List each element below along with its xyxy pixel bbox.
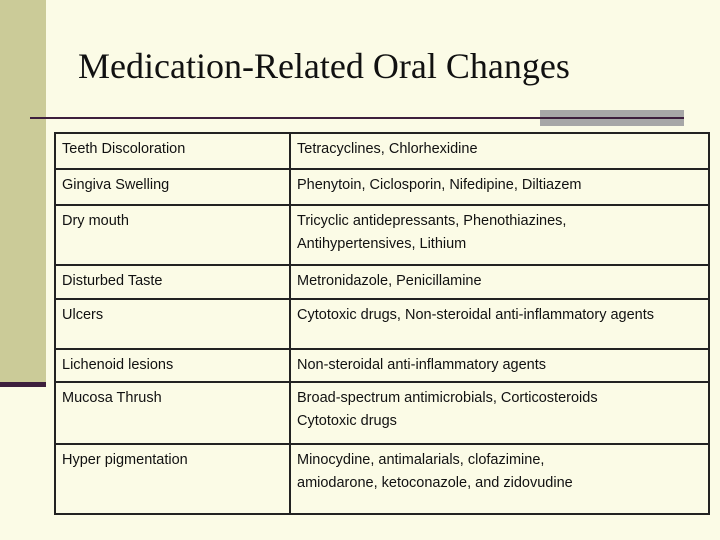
drugs-cell: Tricyclic antidepressants, Phenothiazine… [289,204,710,266]
condition-cell: Ulcers [54,298,291,350]
drugs-line: Minocydine, antimalarials, clofazimine, [297,452,545,468]
condition-text: Dry mouth [62,213,129,229]
left-bar-accent-line [0,382,46,387]
slide-title: Medication-Related Oral Changes [78,46,570,86]
table-row: Dry mouth Tricyclic antidepressants, Phe… [54,204,710,266]
condition-text: Gingiva Swelling [62,177,170,193]
drugs-cell: Non-steroidal anti-inflammatory agents [289,348,710,383]
condition-text: Lichenoid lesions [62,357,174,373]
drugs-line: Broad-spectrum antimicrobials, Corticost… [297,390,598,406]
drugs-cell: Phenytoin, Ciclosporin, Nifedipine, Dilt… [289,168,710,206]
drugs-line: Cytotoxic drugs [297,413,397,429]
condition-cell: Gingiva Swelling [54,168,291,206]
title-rule [30,117,684,119]
condition-text: Ulcers [62,307,104,323]
drugs-cell: Minocydine, antimalarials, clofazimine, a… [289,443,710,515]
drugs-line: Cytotoxic drugs, Non-steroidal anti-infl… [297,307,655,323]
drugs-cell: Cytotoxic drugs, Non-steroidal anti-infl… [289,298,710,350]
drugs-cell: Metronidazole, Penicillamine [289,264,710,300]
drugs-line: amiodarone, ketoconazole, and zidovudine [297,475,573,491]
drugs-line: Phenytoin, Ciclosporin, Nifedipine, Dilt… [297,177,582,193]
drugs-line: Non-steroidal anti-inflammatory agents [297,357,547,373]
drugs-line: Tetracyclines, Chlorhexidine [297,141,478,157]
condition-cell: Hyper pigmentation [54,443,291,515]
table-row: Gingiva Swelling Phenytoin, Ciclosporin,… [54,168,710,206]
left-decorative-bar [0,0,46,386]
table-row: Ulcers Cytotoxic drugs, Non-steroidal an… [54,298,710,350]
medication-table: Teeth Discoloration Tetracyclines, Chlor… [54,132,710,515]
drugs-cell: Tetracyclines, Chlorhexidine [289,132,710,170]
condition-cell: Mucosa Thrush [54,381,291,445]
table-row: Mucosa Thrush Broad-spectrum antimicrobi… [54,381,710,445]
table-row: Hyper pigmentation Minocydine, antimalar… [54,443,710,515]
condition-cell: Disturbed Taste [54,264,291,300]
drugs-line: Metronidazole, Penicillamine [297,273,482,289]
condition-cell: Lichenoid lesions [54,348,291,383]
condition-text: Teeth Discoloration [62,141,186,157]
condition-cell: Teeth Discoloration [54,132,291,170]
condition-text: Hyper pigmentation [62,452,188,468]
condition-cell: Dry mouth [54,204,291,266]
table-row: Lichenoid lesions Non-steroidal anti-inf… [54,348,710,383]
drugs-cell: Broad-spectrum antimicrobials, Corticost… [289,381,710,445]
title-rule-overlay [540,117,684,119]
condition-text: Mucosa Thrush [62,390,162,406]
table-row: Disturbed Taste Metronidazole, Penicilla… [54,264,710,300]
drugs-line: Tricyclic antidepressants, Phenothiazine… [297,213,567,229]
condition-text: Disturbed Taste [62,273,163,289]
table-row: Teeth Discoloration Tetracyclines, Chlor… [54,132,710,170]
drugs-line: Antihypertensives, Lithium [297,236,467,252]
